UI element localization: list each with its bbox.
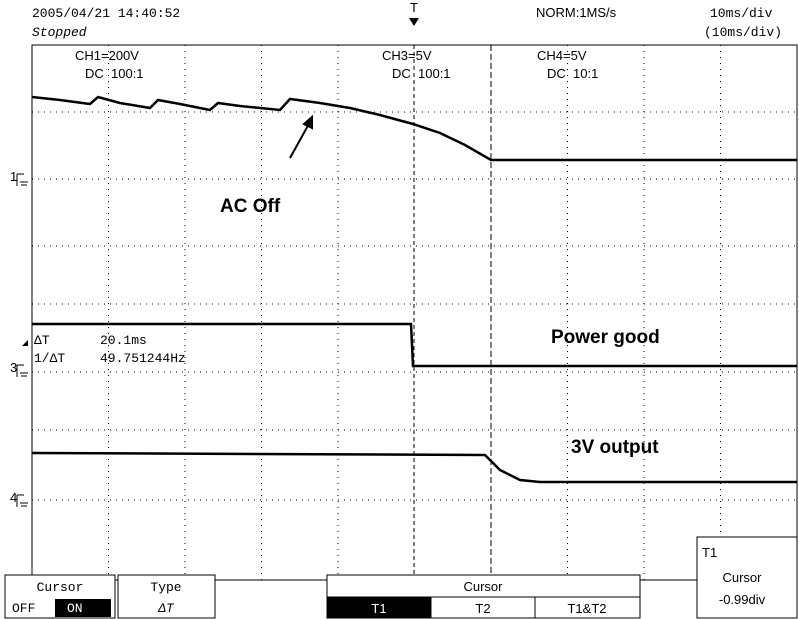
type-button[interactable] [117, 574, 216, 619]
channel-coupling: DC 10:1 [547, 66, 598, 81]
option-t1t2[interactable] [534, 596, 641, 619]
ground-icon [16, 364, 28, 377]
menu-title: Cursor [722, 570, 762, 585]
traces [31, 95, 797, 484]
annotation: 3V output [571, 437, 659, 458]
measure-value: 49.751244Hz [100, 351, 186, 366]
menu-title: Cursor [463, 579, 503, 594]
channel-name: CH4=5V [537, 48, 587, 63]
menu-title: Type [150, 580, 181, 595]
status: Stopped [32, 25, 87, 40]
measure-value: 20.1ms [100, 333, 147, 348]
measurements: ΔT 20.1ms 1/ΔT 49.751244Hz [34, 333, 186, 366]
channel-name: CH3=5V [382, 48, 432, 63]
ground-icon [16, 173, 28, 186]
selected-bg [55, 599, 111, 617]
mode: NORM:1MS/s [536, 5, 617, 20]
graticule [32, 45, 797, 580]
trigger-level [10, 340, 28, 346]
ch-marker: 3 [10, 360, 17, 375]
menu-option: OFF [12, 601, 35, 616]
timebase: 10ms/div [710, 6, 773, 21]
position-target: T1 [702, 545, 717, 560]
menu: Cursor OFF ON Type ΔT Cursor T1 T2 T1&T2… [4, 536, 798, 619]
timebase-sub: (10ms/div) [704, 25, 782, 40]
ch1-trace [31, 95, 797, 162]
ground-icon [16, 494, 28, 507]
ch-marker: 4 [10, 490, 17, 505]
channel-coupling: DC 100:1 [392, 66, 451, 81]
annotation: AC Off [220, 196, 281, 217]
ch4-trace [31, 451, 797, 484]
option-t1[interactable] [327, 597, 431, 618]
menu-option: T2 [475, 601, 490, 616]
trigger-marker: T [410, 0, 418, 15]
position-value: -0.99div [719, 592, 766, 607]
ch3-trace [32, 322, 797, 368]
measure-label: ΔT [34, 333, 50, 348]
position-panel[interactable] [696, 536, 798, 619]
channel-name: CH1=200V [75, 48, 139, 63]
channel-labels: CH1=200V DC 100:1 CH3=5V DC 100:1 CH4=5V… [75, 48, 598, 81]
datetime: 2005/04/21 14:40:52 [32, 6, 180, 21]
menu-title: Cursor [37, 580, 84, 595]
menu-option: ΔT [157, 601, 175, 616]
annotation: Power good [551, 327, 660, 348]
channel-coupling: DC 100:1 [85, 66, 144, 81]
menu-option: ON [67, 601, 83, 616]
annotation-arrow [289, 114, 313, 159]
menu-option: T1&T2 [567, 601, 606, 616]
measure-label: 1/ΔT [34, 351, 65, 366]
ch-marker: 1 [10, 169, 17, 184]
header: 2005/04/21 14:40:52 Stopped NORM:1MS/s 1… [32, 5, 782, 40]
channel-markers: 1 3 4 [10, 169, 28, 507]
menu-option: T1 [371, 601, 386, 616]
trigger-arrow [409, 18, 419, 26]
